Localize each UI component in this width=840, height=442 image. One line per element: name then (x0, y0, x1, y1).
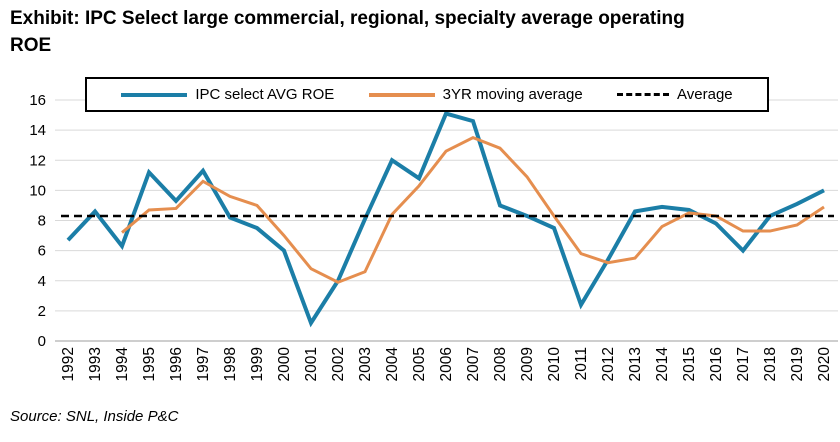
chart-legend: IPC select AVG ROE 3YR moving average Av… (85, 77, 769, 112)
svg-text:1999: 1999 (249, 347, 266, 381)
svg-text:1993: 1993 (87, 347, 104, 381)
svg-text:1995: 1995 (141, 347, 158, 381)
legend-label: Average (677, 86, 733, 103)
legend-label: IPC select AVG ROE (195, 86, 335, 103)
svg-text:2006: 2006 (438, 347, 455, 381)
orange-line-swatch-icon (368, 92, 435, 97)
svg-text:2016: 2016 (708, 347, 725, 381)
legend-item-ipc-select-avg-roe: IPC select AVG ROE (121, 86, 334, 103)
svg-text:6: 6 (38, 243, 46, 260)
svg-text:4: 4 (38, 273, 46, 290)
svg-text:2017: 2017 (735, 347, 752, 381)
svg-text:2003: 2003 (357, 347, 374, 381)
source-note: Source: SNL, Inside P&C (10, 408, 179, 425)
svg-text:2: 2 (38, 303, 46, 320)
svg-text:2009: 2009 (519, 347, 536, 381)
chart-title-line1: Exhibit: IPC Select large commercial, re… (10, 8, 685, 29)
svg-text:0: 0 (38, 333, 46, 350)
svg-text:12: 12 (29, 152, 46, 169)
legend-item-3yr-moving-average: 3YR moving average (368, 86, 583, 103)
chart-title-line2: ROE (10, 35, 52, 56)
svg-text:2004: 2004 (384, 347, 401, 382)
svg-text:1998: 1998 (222, 347, 239, 381)
svg-text:14: 14 (29, 122, 46, 139)
svg-text:2000: 2000 (276, 347, 293, 382)
svg-text:2015: 2015 (681, 347, 698, 381)
svg-text:2018: 2018 (762, 347, 779, 381)
legend-label: 3YR moving average (442, 86, 583, 103)
svg-text:2008: 2008 (492, 347, 509, 381)
svg-text:2005: 2005 (411, 347, 428, 381)
svg-text:2020: 2020 (816, 347, 833, 382)
svg-text:2010: 2010 (546, 347, 563, 382)
svg-text:8: 8 (38, 213, 46, 230)
roe-line-chart: 0 2 4 6 8 10 12 14 16 1992 1993 1994 1995 1996 1997 199… (29, 92, 838, 382)
blue-line-swatch-icon (121, 92, 188, 97)
svg-text:2011: 2011 (573, 347, 590, 380)
svg-text:10: 10 (29, 182, 46, 199)
dashed-line-swatch-icon (617, 93, 670, 96)
svg-text:2013: 2013 (627, 347, 644, 381)
svg-text:2014: 2014 (654, 347, 671, 382)
svg-text:2001: 2001 (303, 347, 320, 381)
svg-text:16: 16 (29, 92, 46, 109)
legend-item-average: Average (617, 86, 733, 103)
svg-text:1996: 1996 (168, 347, 185, 381)
svg-text:1994: 1994 (114, 347, 131, 382)
svg-text:2012: 2012 (600, 347, 617, 381)
svg-text:2002: 2002 (330, 347, 347, 381)
chart-title: Exhibit: IPC Select large commercial, re… (10, 5, 838, 59)
svg-text:2019: 2019 (789, 347, 806, 381)
svg-text:1997: 1997 (195, 347, 212, 381)
svg-text:1992: 1992 (60, 347, 77, 381)
svg-text:2007: 2007 (465, 347, 482, 381)
